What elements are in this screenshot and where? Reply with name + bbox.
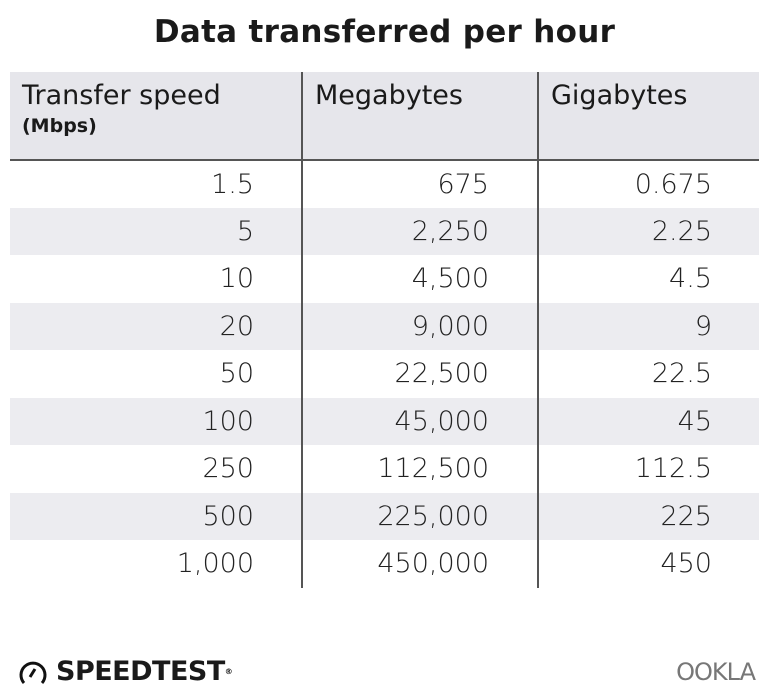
table-row: 20 9,000 9 (10, 302, 759, 350)
table-title: Data transferred per hour (153, 14, 616, 50)
cell-speed: 100 (10, 397, 302, 445)
header-gigabytes: Gigabytes (537, 72, 759, 161)
cell-gigabytes: 2.25 (537, 207, 759, 255)
table-row: 250 112,500 112.5 (10, 445, 759, 493)
cell-megabytes: 4,500 (301, 255, 538, 303)
table-row: 5 2,250 2.25 (10, 207, 759, 255)
ookla-logo: OOKLA (676, 658, 756, 686)
cell-speed: 500 (10, 492, 302, 540)
cell-megabytes: 2,250 (301, 207, 538, 255)
cell-speed: 10 (219, 263, 254, 295)
cell-gigabytes: 9 (537, 302, 759, 350)
table-row: 1,000 450,000 450 (10, 540, 759, 588)
header-unit: (Mbps) (22, 115, 97, 137)
table-row: 50 22,500 22.5 (10, 350, 759, 398)
header-row: Transfer speed (Mbps) Megabytes Gigabytes (10, 72, 759, 161)
data-table: Transfer speed (Mbps) Megabytes Gigabytes… (10, 72, 759, 588)
speedometer-icon (19, 661, 47, 684)
cell-speed: 1,000 (176, 548, 254, 580)
cell-gigabytes: 450 (537, 540, 759, 588)
table-row: 10 4,500 4.5 (10, 255, 759, 303)
cell-speed: 250 (202, 453, 254, 485)
cell-megabytes: 225,000 (301, 492, 538, 540)
cell-megabytes: 450,000 (301, 540, 538, 588)
cell-speed: 5 (10, 207, 302, 255)
cell-gigabytes: 0.675 (537, 160, 759, 208)
cell-megabytes: 675 (301, 160, 538, 208)
table-row: 1.5 675 0.675 (10, 160, 759, 208)
cell-speed: 1.5 (211, 168, 254, 200)
header-transfer-speed: Transfer speed (Mbps) (10, 72, 302, 161)
speedtest-wordmark: SPEEDTEST (56, 656, 225, 687)
cell-megabytes: 112,500 (301, 445, 538, 493)
header-megabytes: Megabytes (301, 72, 538, 161)
cell-speed: 20 (10, 302, 302, 350)
cell-megabytes: 22,500 (301, 350, 538, 398)
table-row: 500 225,000 225 (10, 492, 759, 540)
speedtest-logo: SPEEDTEST ® (18, 656, 233, 687)
cell-megabytes: 45,000 (301, 397, 538, 445)
cell-speed: 50 (219, 358, 254, 390)
cell-gigabytes: 4.5 (537, 255, 759, 303)
table-row: 100 45,000 45 (10, 397, 759, 445)
cell-gigabytes: 22.5 (537, 350, 759, 398)
cell-gigabytes: 45 (537, 397, 759, 445)
header-label: Transfer speed (22, 80, 221, 111)
cell-megabytes: 9,000 (301, 302, 538, 350)
cell-gigabytes: 112.5 (537, 445, 759, 493)
cell-gigabytes: 225 (537, 492, 759, 540)
